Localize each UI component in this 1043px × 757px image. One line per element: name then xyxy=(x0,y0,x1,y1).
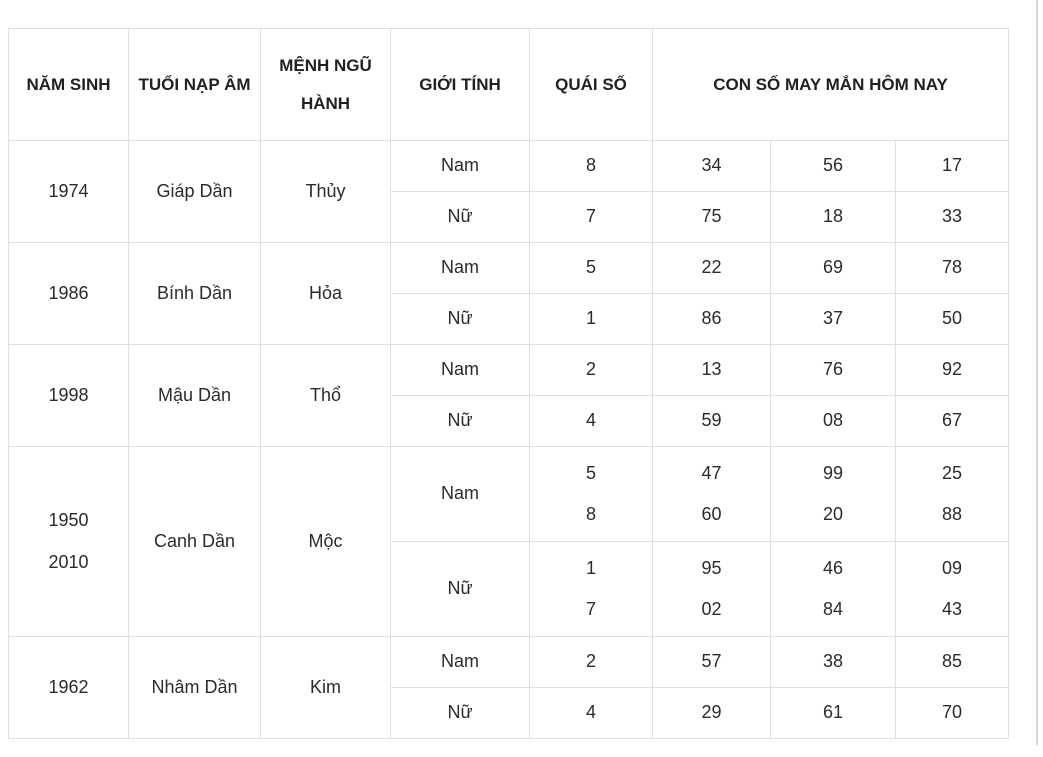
lucky-number-cell: 61 xyxy=(770,687,896,739)
lucky-number-cell: 70 xyxy=(894,687,1010,739)
gender-cell: Nam xyxy=(390,344,530,396)
gender-cell: Nữ xyxy=(390,395,530,447)
table-row: 1950 2010 Canh Dần Mộc Nam 5 8 47 60 99 … xyxy=(8,446,1010,637)
lucky-number-cell: 33 xyxy=(894,191,1010,243)
year-cell: 1950 2010 xyxy=(8,446,129,637)
quai-so-cell: 2 xyxy=(529,344,653,396)
year-cell: 1998 xyxy=(8,344,129,447)
lucky-numbers-table: NĂM SINH TUỔI NẠP ÂM MỆNH NGŨ HÀNH GIỚI … xyxy=(8,28,1010,739)
header-nap-am: TUỔI NẠP ÂM xyxy=(128,28,261,141)
header-quai-so: QUÁI SỐ xyxy=(529,28,653,141)
nap-am-cell: Giáp Dần xyxy=(128,140,261,243)
gender-cell: Nam xyxy=(390,140,530,192)
menh-cell: Kim xyxy=(260,636,391,739)
lucky-number-cell: 85 xyxy=(894,636,1010,688)
header-year: NĂM SINH xyxy=(8,28,129,141)
table-row: Nữ 1 7 95 02 46 84 09 43 xyxy=(9,541,1010,637)
table-row: Nữ 4 29 61 70 xyxy=(9,687,1010,739)
gender-cell: Nữ xyxy=(390,191,530,243)
lucky-number-cell: 50 xyxy=(894,293,1010,345)
lucky-number-cell: 75 xyxy=(652,191,771,243)
lucky-number-cell: 86 xyxy=(652,293,771,345)
lucky-number-cell: 46 84 xyxy=(770,541,896,637)
quai-so-cell: 1 xyxy=(529,293,653,345)
lucky-number-cell: 13 xyxy=(652,344,771,396)
gender-cell: Nam xyxy=(390,636,530,688)
lucky-number-cell: 76 xyxy=(770,344,896,396)
lucky-number-cell: 17 xyxy=(894,140,1010,192)
table-row: Nữ 1 86 37 50 xyxy=(9,293,1010,345)
lucky-number-cell: 29 xyxy=(652,687,771,739)
gender-cell: Nam xyxy=(390,242,530,294)
lucky-number-cell: 56 xyxy=(770,140,896,192)
lucky-number-cell: 67 xyxy=(894,395,1010,447)
lucky-number-cell: 22 xyxy=(652,242,771,294)
table-row: Nữ 7 75 18 33 xyxy=(9,191,1010,243)
menh-cell: Thổ xyxy=(260,344,391,447)
lucky-number-cell: 92 xyxy=(894,344,1010,396)
lucky-number-cell: 25 88 xyxy=(894,446,1010,542)
year-cell: 1974 xyxy=(8,140,129,243)
lucky-number-cell: 99 20 xyxy=(770,446,896,542)
gender-cell: Nam xyxy=(390,446,530,542)
table-row: 1986 Bính Dần Hỏa Nam 5 22 69 78 xyxy=(8,242,1010,345)
year-cell: 1962 xyxy=(8,636,129,739)
nap-am-cell: Canh Dần xyxy=(128,446,261,637)
header-menh: MỆNH NGŨ HÀNH xyxy=(260,28,391,141)
table-header-row: NĂM SINH TUỔI NẠP ÂM MỆNH NGŨ HÀNH GIỚI … xyxy=(8,28,1010,141)
menh-cell: Mộc xyxy=(260,446,391,637)
quai-so-cell: 4 xyxy=(529,687,653,739)
lucky-number-cell: 08 xyxy=(770,395,896,447)
lucky-number-cell: 09 43 xyxy=(894,541,1010,637)
table-row: Nữ 4 59 08 67 xyxy=(9,395,1010,447)
quai-so-cell: 7 xyxy=(529,191,653,243)
header-gender: GIỚI TÍNH xyxy=(390,28,530,141)
table-row: 1974 Giáp Dần Thủy Nam 8 34 56 17 xyxy=(8,140,1010,243)
header-lucky-numbers: CON SỐ MAY MẮN HÔM NAY xyxy=(651,28,1010,141)
lucky-number-cell: 47 60 xyxy=(652,446,771,542)
lucky-number-cell: 78 xyxy=(894,242,1010,294)
lucky-number-cell: 37 xyxy=(770,293,896,345)
gender-cell: Nữ xyxy=(390,541,530,637)
gender-cell: Nữ xyxy=(390,293,530,345)
menh-cell: Hỏa xyxy=(260,242,391,345)
quai-so-cell: 5 8 xyxy=(529,446,653,542)
table-row: 1998 Mậu Dần Thổ Nam 2 13 76 92 xyxy=(8,344,1010,447)
lucky-number-cell: 69 xyxy=(770,242,896,294)
gender-cell: Nữ xyxy=(390,687,530,739)
menh-cell: Thủy xyxy=(260,140,391,243)
quai-so-cell: 1 7 xyxy=(529,541,653,637)
lucky-number-cell: 95 02 xyxy=(652,541,771,637)
quai-so-cell: 8 xyxy=(529,140,653,192)
lucky-number-cell: 18 xyxy=(770,191,896,243)
lucky-number-cell: 38 xyxy=(770,636,896,688)
quai-so-cell: 2 xyxy=(529,636,653,688)
quai-so-cell: 4 xyxy=(529,395,653,447)
page-edge-divider xyxy=(1036,0,1038,745)
nap-am-cell: Bính Dần xyxy=(128,242,261,345)
nap-am-cell: Mậu Dần xyxy=(128,344,261,447)
nap-am-cell: Nhâm Dần xyxy=(128,636,261,739)
year-cell: 1986 xyxy=(8,242,129,345)
lucky-number-cell: 59 xyxy=(652,395,771,447)
lucky-number-cell: 57 xyxy=(652,636,771,688)
quai-so-cell: 5 xyxy=(529,242,653,294)
table-row: 1962 Nhâm Dần Kim Nam 2 57 38 85 xyxy=(8,636,1010,739)
lucky-number-cell: 34 xyxy=(652,140,771,192)
